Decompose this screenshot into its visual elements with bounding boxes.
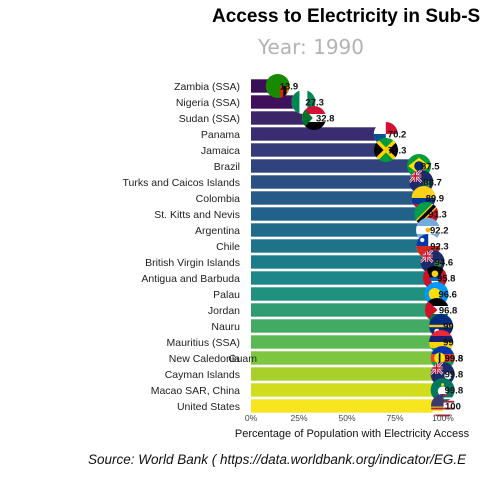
category-label: Antigua and Barbuda <box>141 273 240 285</box>
bar <box>251 351 443 365</box>
value-label: 88.7 <box>423 178 442 189</box>
x-tick-label: 25% <box>290 413 307 423</box>
category-label: Jamaica <box>201 145 240 157</box>
x-axis: 0% 25% 50% 75% 100% Percentage of Population … <box>235 413 470 440</box>
value-label: 89.9 <box>426 194 445 205</box>
bar <box>251 383 443 397</box>
category-label: United States <box>177 401 240 413</box>
value-label: 70.2 <box>388 130 407 141</box>
value-label: 96.6 <box>438 290 457 301</box>
bar <box>251 223 429 237</box>
category-label: Cayman Islands <box>165 369 240 381</box>
category-label: Colombia <box>196 193 241 205</box>
category-label: Argentina <box>195 225 240 237</box>
bar <box>251 95 304 109</box>
category-label: Jordan <box>208 305 240 317</box>
category-label: Guam <box>228 353 257 365</box>
bar <box>251 159 419 173</box>
flags-group <box>265 74 455 417</box>
x-tick-label: 100% <box>432 413 454 423</box>
sudan-flag-icon <box>301 106 326 130</box>
bar <box>251 191 424 205</box>
category-label: Zambia (SSA) <box>174 81 240 93</box>
bar <box>251 207 427 221</box>
value-label: 100 <box>445 402 461 413</box>
chart-subtitle-year: Year: 1990 <box>258 35 364 59</box>
source-note: Source: World Bank ( https://data.worldb… <box>88 452 467 467</box>
value-label: 94.6 <box>435 258 454 269</box>
category-label: Mauritius (SSA) <box>166 337 240 349</box>
value-label: 13.9 <box>280 82 299 93</box>
category-label: Macao SAR, China <box>151 385 240 397</box>
brazil-flag-icon <box>407 154 431 178</box>
category-label: Brazil <box>214 161 240 173</box>
bar <box>251 335 442 349</box>
category-label: Nigeria (SSA) <box>176 97 240 109</box>
value-label: 99 <box>443 322 454 333</box>
category-label: New Caledonia <box>169 353 240 365</box>
value-label: 91.3 <box>428 210 447 221</box>
x-tick-label: 50% <box>338 413 355 423</box>
x-tick-label: 75% <box>386 413 403 423</box>
bar <box>251 303 437 317</box>
bar <box>251 367 443 381</box>
bar <box>251 271 435 285</box>
bar <box>251 143 386 157</box>
bar <box>251 239 429 253</box>
jamaica-flag-icon <box>373 138 398 162</box>
category-label: Turks and Caicos Islands <box>123 177 241 189</box>
value-label: 32.8 <box>316 114 335 125</box>
usa-flag-icon <box>431 394 455 417</box>
bar <box>251 127 386 141</box>
value-label: 92.3 <box>430 242 449 253</box>
bars-group <box>251 79 443 413</box>
category-label: British Virgin Islands <box>145 257 240 269</box>
bar <box>251 111 314 125</box>
value-label: 87.5 <box>421 162 440 173</box>
value-label: 70.3 <box>388 146 407 157</box>
bar <box>251 399 443 413</box>
category-labels-group: Zambia (SSA) Nigeria (SSA) Sudan (SSA) Pana… <box>123 81 258 413</box>
value-label: 99.8 <box>445 386 464 397</box>
value-label: 27.3 <box>305 98 324 109</box>
chart-title: Access to Electricity in Sub-Sa <box>212 6 480 27</box>
value-label: 99.8 <box>445 370 464 381</box>
value-label: 95.8 <box>437 274 456 285</box>
x-axis-title: Percentage of Population with Electricit… <box>235 428 470 440</box>
x-tick-label: 0% <box>245 413 258 423</box>
category-label: Nauru <box>211 321 240 333</box>
value-label: 99.8 <box>445 354 464 365</box>
bar <box>251 255 433 269</box>
value-label: 92.2 <box>430 226 449 237</box>
category-label: St. Kitts and Nevis <box>154 209 240 221</box>
bar <box>251 175 422 189</box>
category-label: Palau <box>213 289 240 301</box>
category-label: Panama <box>201 129 240 141</box>
value-labels-group: 13.9 27.3 32.8 70.2 70.3 87.5 88.7 89.9 91.3 92.2… <box>280 82 463 413</box>
category-label: Sudan (SSA) <box>179 113 240 125</box>
value-label: 99 <box>443 338 454 349</box>
bar <box>251 319 442 333</box>
bar <box>251 287 437 301</box>
value-label: 96.8 <box>439 306 458 317</box>
category-label: Chile <box>216 241 240 253</box>
value-label: 99.8 <box>445 354 464 365</box>
